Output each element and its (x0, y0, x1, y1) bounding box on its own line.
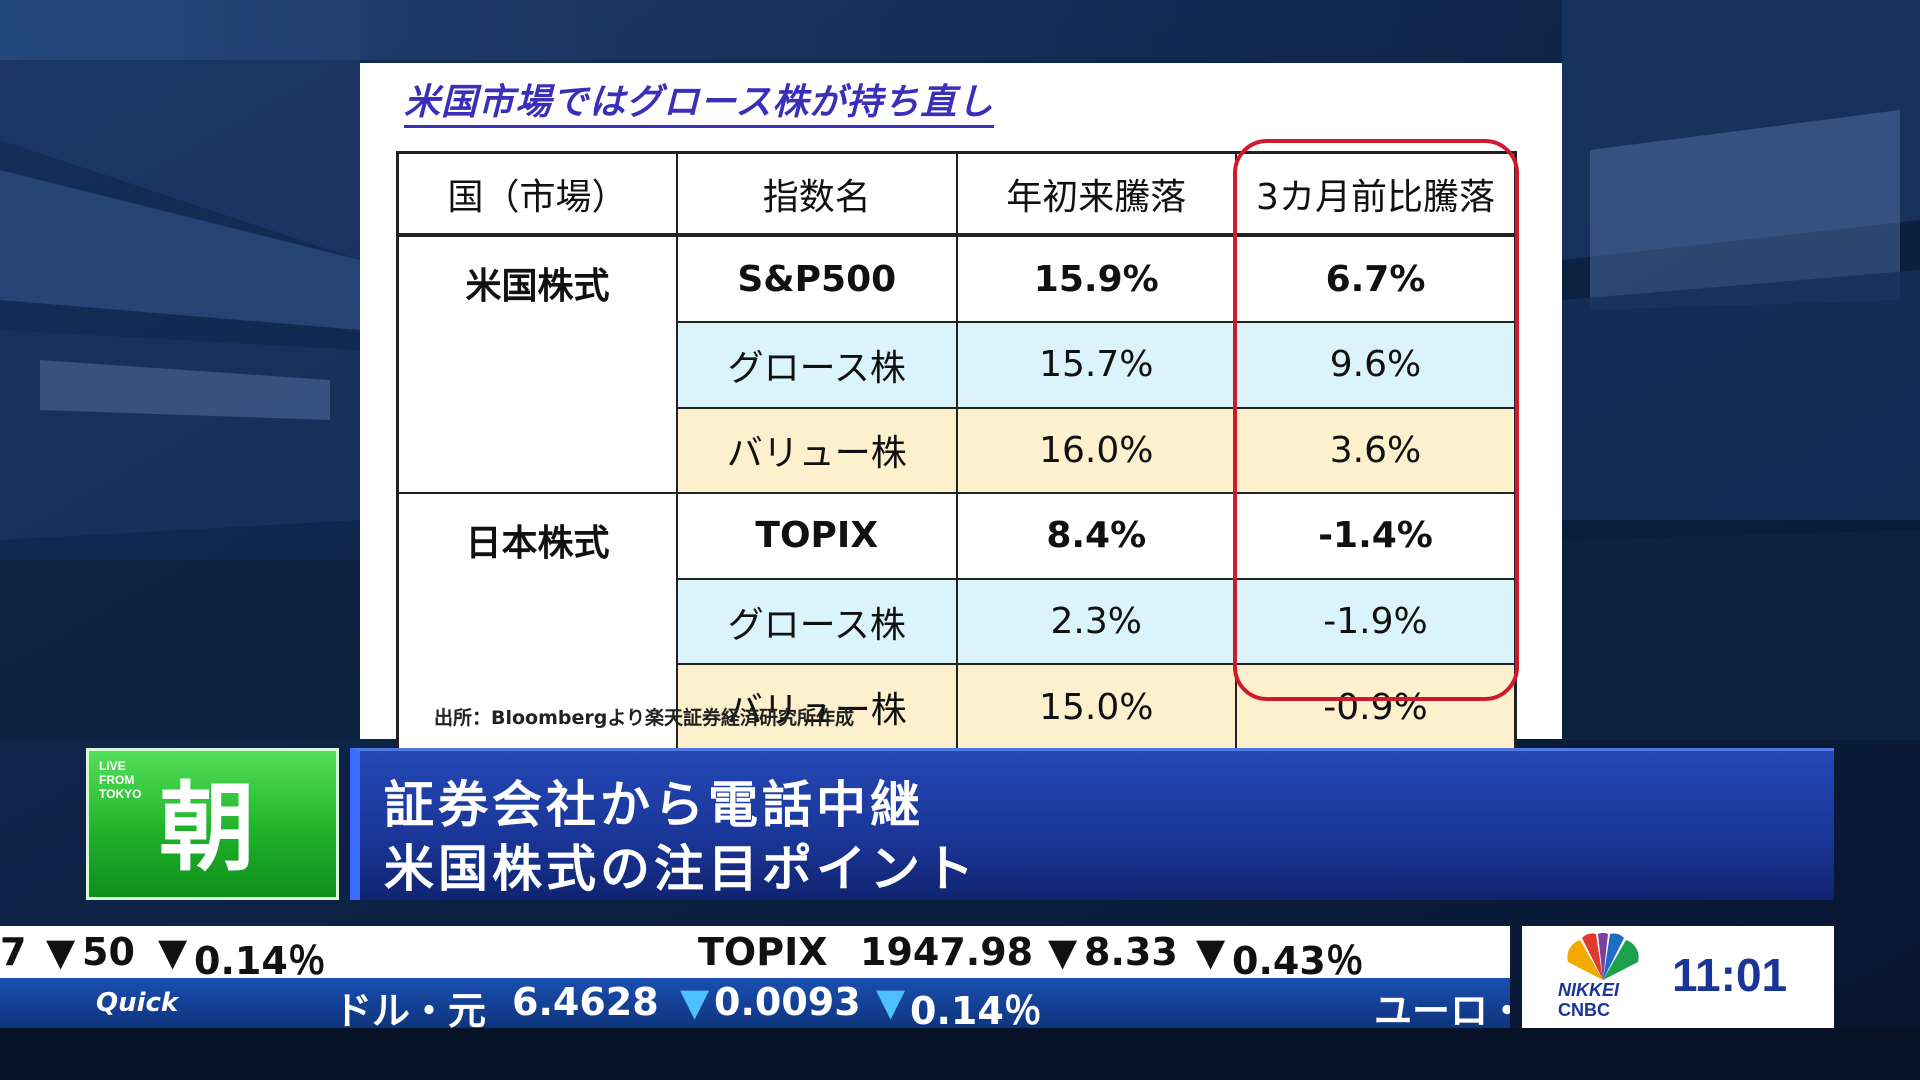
header-3m: 3カ月前比騰落 (1235, 151, 1517, 238)
ticker-prefix: 7 (0, 930, 27, 974)
headline-line-2: 米国株式の注目ポイント (384, 840, 978, 898)
m3-value: 9.6% (1235, 321, 1517, 409)
down-arrow-icon: ▼ (1048, 930, 1078, 974)
ticker-row-1: 7 ▼ 50 ▼ 0.14％ TOPIX 1947.98 ▼ 8.33 ▼ 0.… (0, 926, 1510, 978)
index-name: バリュー株 (676, 406, 958, 495)
ticker-next: ユーロ・ (1374, 989, 1510, 1028)
index-name: S&P500 (676, 234, 958, 323)
index-name: グロース株 (676, 321, 958, 409)
m3-value: -1.4% (1235, 492, 1517, 580)
headline-banner: 証券会社から電話中継 米国株式の注目ポイント (350, 748, 1834, 900)
table-row: グロース株 15.7% 9.6% (398, 321, 1517, 409)
ticker-name: TOPIX (698, 930, 828, 974)
market-jp: 日本株式 (396, 492, 678, 752)
m3-value: 6.7% (1235, 234, 1517, 323)
table-row: 日本株式 TOPIX 8.4% -1.4% (396, 492, 1517, 752)
ticker-a2: 0.14％ (194, 939, 326, 978)
header-market: 国（市場） (396, 151, 678, 238)
index-name: バリュー株 (676, 663, 958, 752)
ticker-value: 1947.98 (860, 930, 1034, 974)
slide-title: 米国市場ではグロース株が持ち直し (404, 81, 995, 128)
ytd-value: 15.0% (955, 663, 1237, 752)
peacock-icon (1567, 932, 1639, 980)
ticker-a1: 50 (82, 930, 135, 974)
clock-time: 11:01 (1672, 949, 1788, 1001)
headline-line-1: 証券会社から電話中継 (384, 776, 924, 834)
ytd-value: 16.0% (955, 406, 1237, 495)
ticker-value: 6.4628 (512, 980, 659, 1024)
down-arrow-icon: ▼ (1196, 930, 1226, 974)
live-label-2: FROM (99, 773, 135, 787)
nikkei-label: NIKKEI (1558, 980, 1620, 1000)
chart-slide: 米国市場ではグロース株が持ち直し 国（市場） 指数名 年初来騰落 3カ月前比騰落… (360, 63, 1562, 752)
market-us: 米国株式 (396, 234, 678, 495)
ticker-row-2: Quick ドル・元 6.4628 ▼ 0.0093 ▼ 0.14％ ユーロ・ (0, 978, 1510, 1028)
ytd-value: 8.4% (955, 492, 1237, 580)
down-arrow-icon: ▼ (876, 980, 906, 1024)
index-name: グロース株 (676, 577, 958, 666)
ticker-change: 0.0093 (714, 980, 861, 1024)
live-from-tokyo-label: LIVE FROM TOKYO (99, 759, 141, 801)
ytd-value: 15.7% (955, 321, 1237, 409)
down-arrow-icon: ▼ (46, 930, 76, 974)
m3-value: -1.9% (1235, 577, 1517, 666)
m3-value: 3.6% (1235, 406, 1517, 495)
live-label-3: TOKYO (99, 787, 142, 801)
table-row: グロース株 2.3% -1.9% (398, 577, 1517, 666)
live-label-1: LIVE (99, 759, 126, 773)
table-row: 米国株式 S&P500 15.9% 6.7% (396, 234, 1517, 495)
header-index: 指数名 (676, 151, 958, 238)
source-note: 出所：Bloombergより楽天証券経済研究所作成 (434, 707, 854, 729)
m3-value: -0.9% (1235, 663, 1517, 752)
clock-box: NIKKEI CNBC 11:01 (1522, 926, 1834, 1028)
ytd-value: 15.9% (955, 234, 1237, 323)
comparison-table: 国（市場） 指数名 年初来騰落 3カ月前比騰落 米国株式 S&P500 15.9… (396, 151, 1517, 752)
bottom-strip (0, 1028, 1920, 1080)
down-arrow-icon: ▼ (680, 980, 710, 1024)
ytd-value: 2.3% (955, 577, 1237, 666)
index-name: TOPIX (676, 492, 958, 580)
table-header-row: 国（市場） 指数名 年初来騰落 3カ月前比騰落 (396, 151, 1517, 238)
cnbc-label: CNBC (1558, 1000, 1610, 1020)
down-arrow-icon: ▼ (158, 930, 188, 974)
ticker-pct: 0.14％ (910, 989, 1042, 1028)
ticker-change: 8.33 (1084, 930, 1178, 974)
quick-logo: Quick (96, 988, 179, 1018)
ticker-pct: 0.43％ (1232, 939, 1364, 978)
ticker-name: ドル・元 (334, 989, 487, 1028)
header-ytd: 年初来騰落 (955, 151, 1237, 238)
program-char: 朝 (159, 772, 255, 884)
table-row: バリュー株 16.0% 3.6% (398, 406, 1517, 495)
program-logo: LIVE FROM TOKYO 朝 (86, 748, 339, 900)
